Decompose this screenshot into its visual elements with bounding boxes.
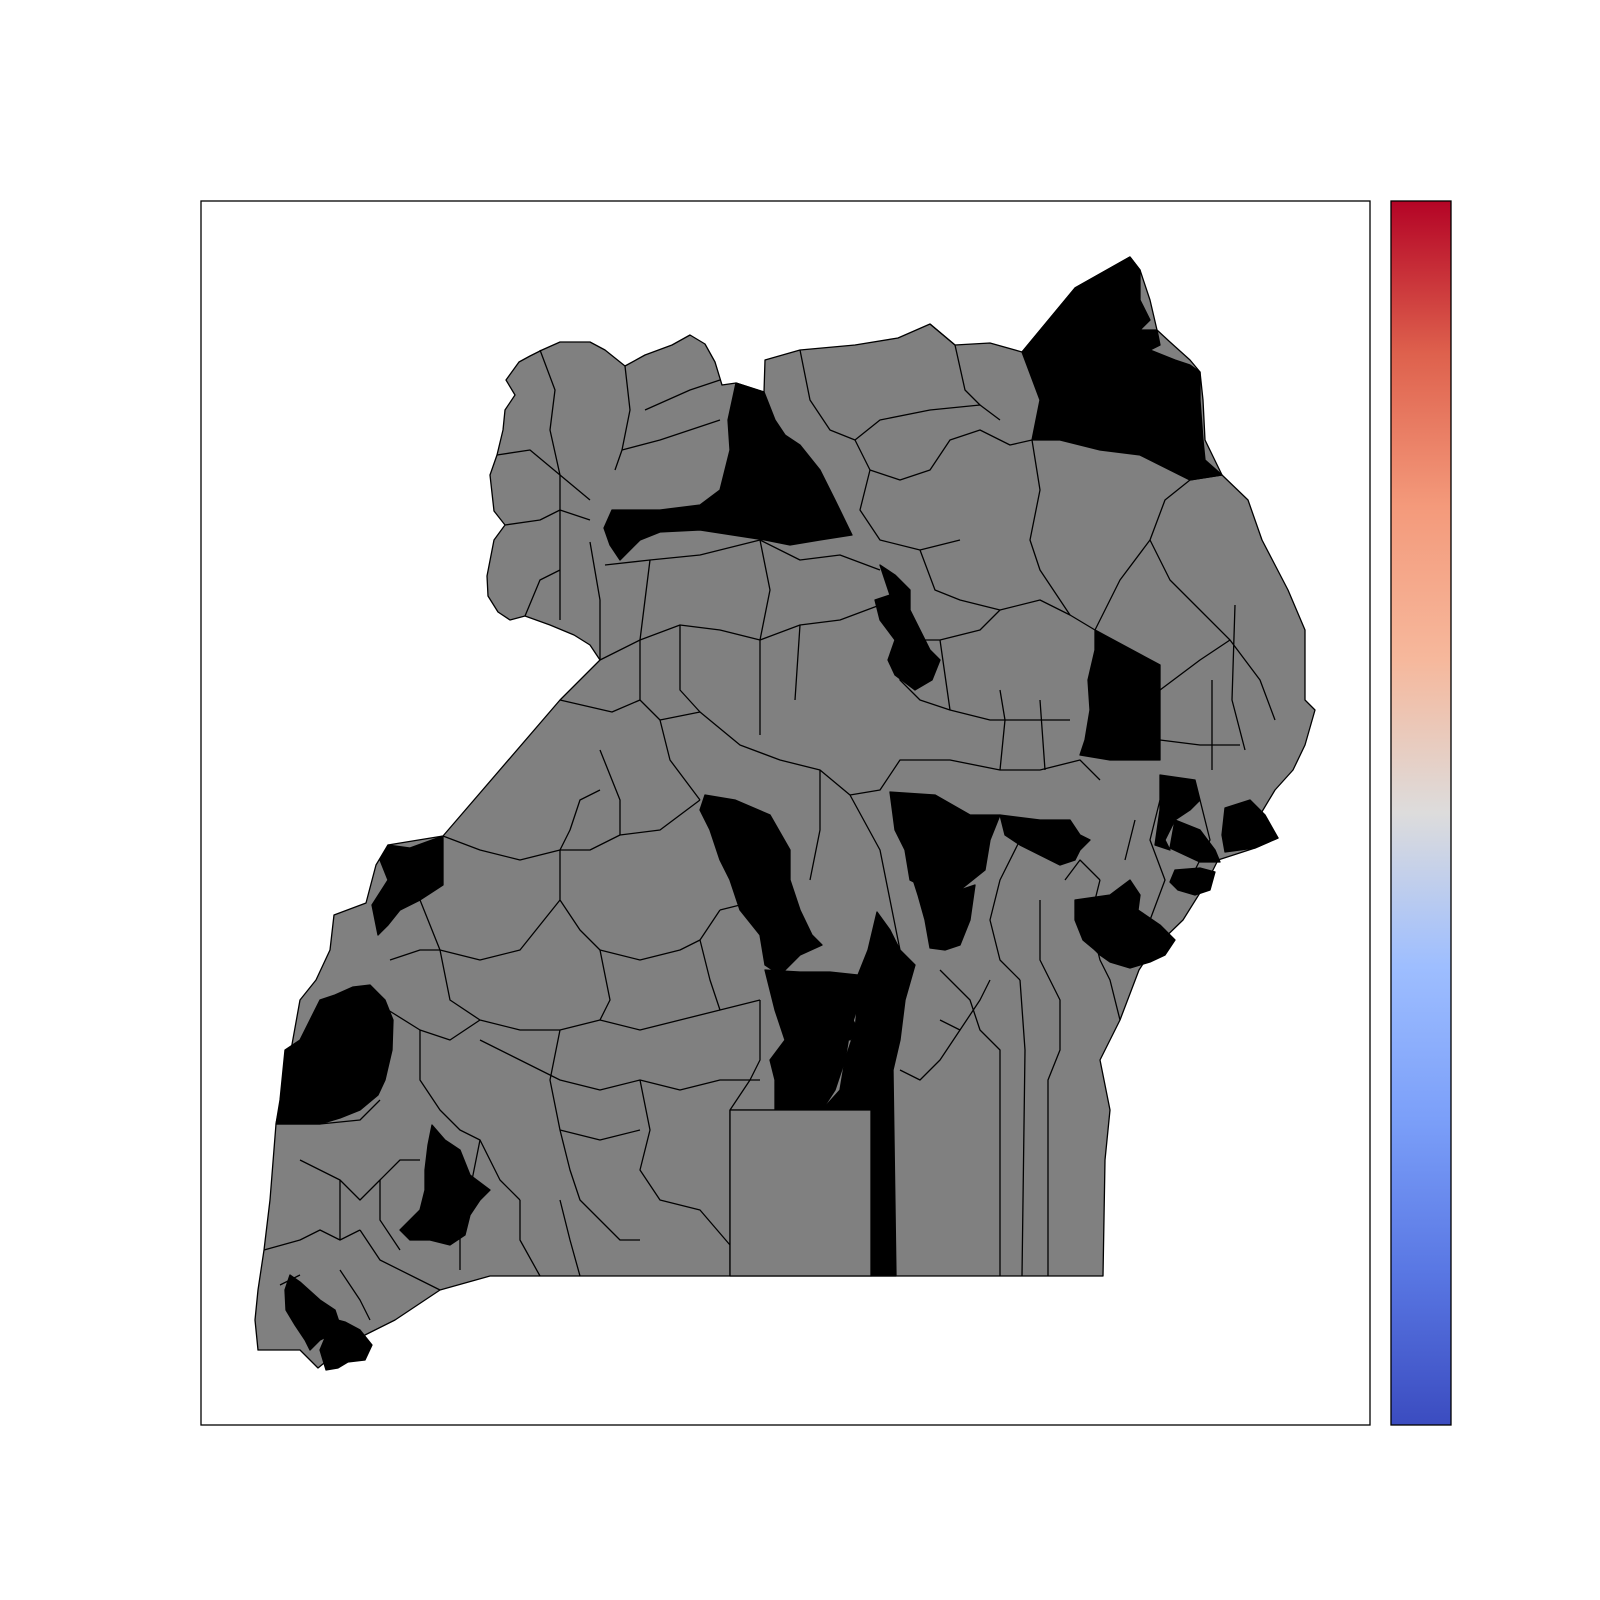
region-eastern-border-district-c [1221, 799, 1279, 853]
region-central-north-lake-district [699, 794, 823, 976]
region-northeast-large-district [1021, 256, 1223, 481]
region-western-district [275, 984, 394, 1125]
region-western-lake-district [371, 835, 444, 936]
region-lira-area-district [874, 564, 941, 691]
region-southwest-district [399, 1124, 491, 1246]
colorbar [1390, 200, 1452, 1426]
region-north-central-district [764, 434, 853, 546]
region-mbale-area-district-b [1094, 909, 1176, 969]
region-eastern-border-district-d [1169, 867, 1216, 896]
region-eastern-border-district-a [1154, 774, 1201, 851]
region-east-central-district-c [999, 814, 1091, 866]
region-far-southwest-district-b [319, 1317, 373, 1371]
region-east-central-district-b [904, 844, 976, 951]
uganda-district-map [254, 256, 1316, 1371]
colorbar-gradient [1390, 200, 1452, 1426]
region-kampala-district [824, 1001, 859, 1041]
region-kalangala-block [729, 1109, 872, 1277]
region-eastern-border-district-b [1169, 819, 1221, 863]
region-east-strip-district [1079, 629, 1161, 761]
